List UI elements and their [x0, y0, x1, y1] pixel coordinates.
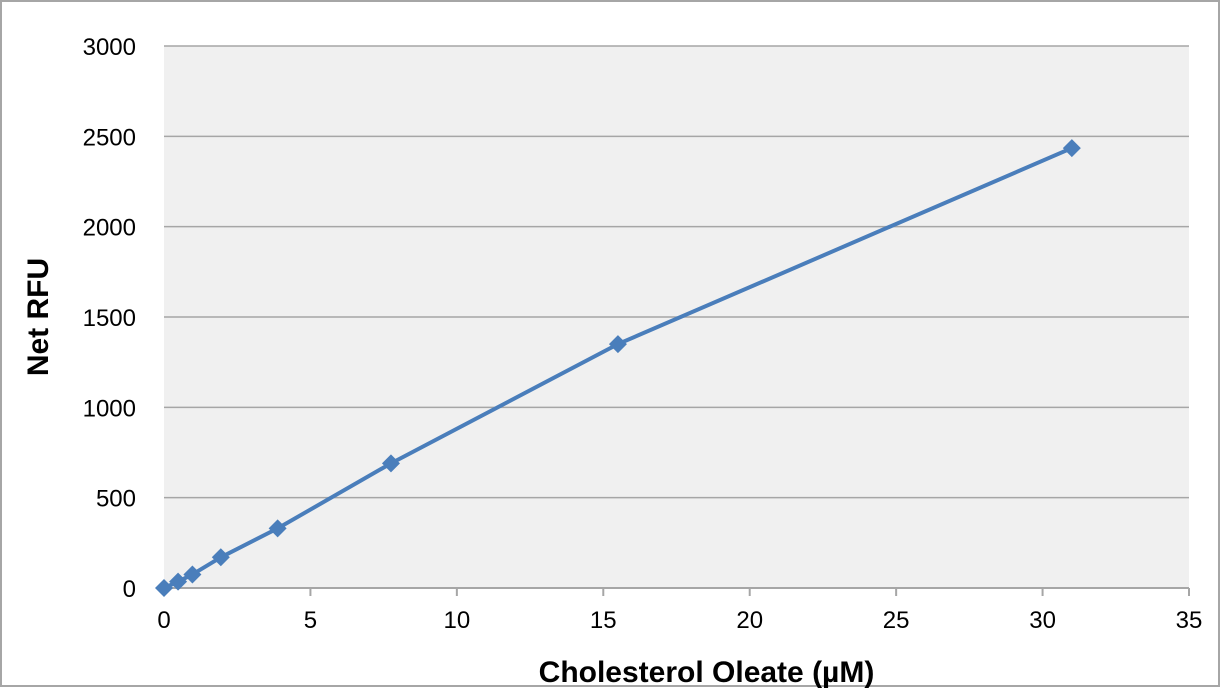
x-tick-label: 15 — [590, 607, 617, 634]
x-tick-label: 35 — [1176, 607, 1203, 634]
x-axis-title: Cholesterol Oleate (µM) — [539, 656, 875, 689]
data-point-marker — [155, 579, 173, 597]
x-axis-tick-labels: 0 5 10 15 20 25 30 35 — [157, 607, 1202, 634]
y-tick-label: 0 — [123, 576, 136, 603]
x-tick-label: 30 — [1029, 607, 1056, 634]
data-point-marker — [608, 335, 627, 354]
y-tick-label: 2000 — [83, 215, 136, 242]
data-point-marker — [211, 548, 230, 567]
y-tick-label: 1000 — [83, 395, 136, 422]
data-point-marker — [169, 572, 188, 591]
x-tick-label: 0 — [157, 607, 170, 634]
data-point-marker — [1062, 139, 1081, 158]
x-axis-ticks — [163, 588, 1190, 596]
y-tick-label: 3000 — [83, 34, 136, 61]
x-tick-label: 5 — [304, 607, 317, 634]
x-tick-label: 10 — [444, 607, 471, 634]
data-point-marker — [183, 565, 202, 584]
y-tick-label: 2500 — [83, 124, 136, 151]
y-tick-label: 1500 — [83, 305, 136, 332]
x-tick-label: 20 — [736, 607, 763, 634]
x-tick-label: 25 — [883, 607, 910, 634]
y-tick-label: 500 — [96, 486, 136, 513]
y-axis-tick-labels: 0 500 1000 1500 2000 2500 3000 — [83, 34, 136, 603]
y-axis-title: Net RFU — [22, 258, 55, 376]
data-point-marker — [268, 519, 287, 538]
data-point-marker — [381, 454, 400, 473]
series-markers — [155, 139, 1081, 597]
